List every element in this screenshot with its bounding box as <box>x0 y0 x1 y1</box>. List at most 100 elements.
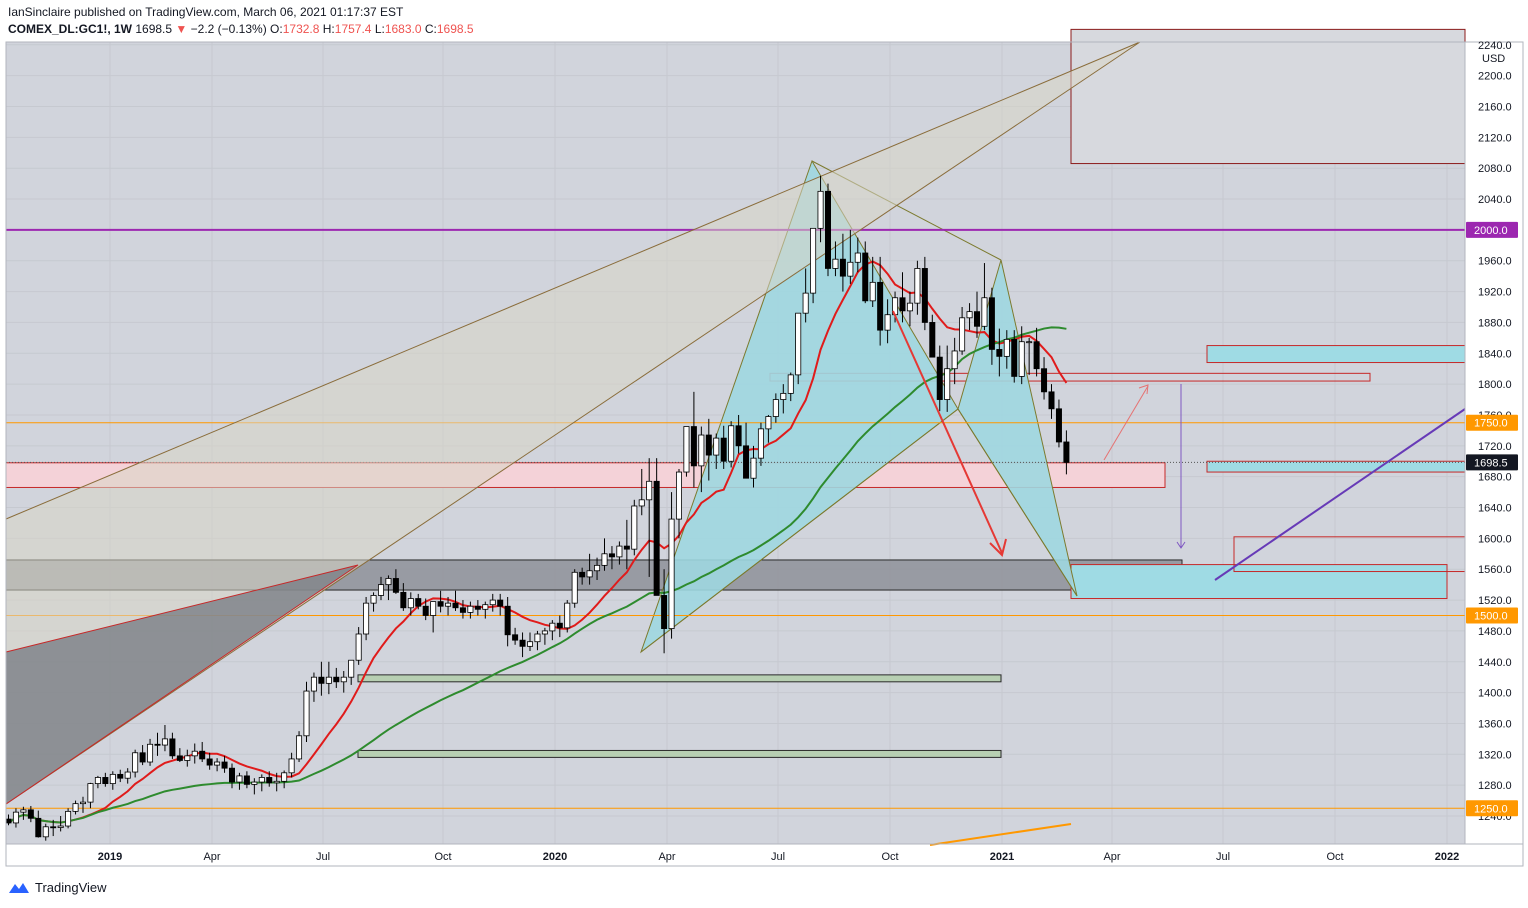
candle-body <box>631 505 638 550</box>
candle-body <box>705 434 712 456</box>
price-label-bg <box>1466 221 1518 238</box>
candle-body <box>668 518 675 629</box>
candle-body <box>981 297 988 327</box>
candle-body <box>281 772 288 782</box>
candle-body <box>370 595 377 604</box>
candle-body <box>214 761 221 766</box>
candle-body <box>35 817 42 838</box>
candle-body <box>519 639 526 647</box>
close-value: 1698.5 <box>436 22 474 36</box>
candle-body <box>310 676 317 692</box>
candle-body <box>802 292 809 314</box>
trend-lines <box>5 41 1466 846</box>
price-labels: 2000.0 1750.0 1698.5 1500.0 1250.0 <box>1466 221 1518 817</box>
price-tick-label: 1520.0 <box>1478 595 1512 607</box>
candle-body <box>318 676 325 684</box>
candle-body <box>251 781 258 785</box>
candle-body <box>988 297 995 350</box>
price-tick-label: 1720.0 <box>1478 441 1512 453</box>
publish-line: IanSinclaire published on TradingView.co… <box>8 5 404 19</box>
purple-down-arrowhead <box>1176 541 1186 549</box>
time-tick-label: Jul <box>771 851 785 863</box>
red-down-arrowhead <box>989 538 1007 557</box>
candle-body <box>877 281 884 331</box>
candle-body <box>936 356 943 400</box>
candle-body <box>847 261 854 277</box>
candle-body <box>65 810 72 827</box>
candle-body <box>296 735 303 760</box>
price-label-bg <box>1466 454 1518 471</box>
price-tick-label: 2080.0 <box>1478 163 1512 175</box>
candle-body <box>1011 338 1018 377</box>
zone-green-2 <box>357 749 1002 758</box>
candle-body <box>72 803 79 812</box>
projection-arrows <box>892 310 1186 557</box>
tradingview-brand[interactable]: TradingView <box>35 880 107 895</box>
price-tick-label: 1280.0 <box>1478 780 1512 792</box>
candle-body <box>497 599 504 607</box>
candle-body <box>698 434 705 467</box>
candle-body <box>333 676 340 683</box>
candle-body <box>653 480 660 596</box>
price-tick-label: 1840.0 <box>1478 348 1512 360</box>
pattern-bd <box>957 408 1078 597</box>
candle-body <box>407 598 414 609</box>
candle-body <box>258 777 265 783</box>
price-tick-label: 2200.0 <box>1478 71 1512 83</box>
wedge-lower <box>5 41 1141 805</box>
candle-body <box>646 480 653 501</box>
time-tick-label: Apr <box>203 851 220 863</box>
zone-green-1 <box>357 674 1002 683</box>
candle-body <box>787 374 794 394</box>
candle-body <box>534 633 541 643</box>
candle-body <box>288 758 295 774</box>
price-tick-label: 2120.0 <box>1478 132 1512 144</box>
candle-body <box>676 471 683 520</box>
candle-body <box>348 659 355 678</box>
candle-body <box>1048 391 1055 410</box>
red-down-arrow <box>892 310 1003 554</box>
candle-body <box>42 826 49 838</box>
price-label-text: 2000.0 <box>1474 225 1508 237</box>
time-tick-label: 2021 <box>990 851 1014 863</box>
candle-body <box>80 801 87 805</box>
candle-body <box>616 545 623 558</box>
candle-body <box>1063 441 1070 463</box>
zone-target <box>1070 564 1448 600</box>
open-value: 1732.8 <box>282 22 320 36</box>
candle-body <box>996 349 1003 357</box>
price-tick-label: 1480.0 <box>1478 626 1512 638</box>
candle-body <box>914 268 921 304</box>
candle-body <box>951 350 958 370</box>
time-axis[interactable]: 2019 Apr Jul Oct 2020 Apr Jul Oct 2021 Apr Jul Oct 2… <box>98 851 1459 863</box>
time-tick-label: 2022 <box>1435 851 1459 863</box>
candle-body <box>541 630 548 635</box>
candle-body <box>184 755 191 761</box>
candle-body <box>147 743 154 763</box>
high-label: H: <box>322 22 335 36</box>
candle-body <box>385 578 392 586</box>
chart-border <box>5 41 1524 867</box>
ohlc-line: COMEX_DL:GC1!, 1W 1698.5 ▼ −2.2 (−0.13%)… <box>8 21 474 38</box>
price-label-text: 1698.5 <box>1474 457 1508 469</box>
candle-body <box>966 311 973 319</box>
candle-body <box>765 416 772 430</box>
price-tick-label: 1640.0 <box>1478 503 1512 515</box>
price-label-bg <box>1466 414 1518 431</box>
candle-body <box>780 392 787 400</box>
candle-body <box>556 622 563 629</box>
price-tick-label: 1880.0 <box>1478 317 1512 329</box>
chart-header: IanSinclaire published on TradingView.co… <box>8 4 474 38</box>
footer: TradingView <box>8 880 107 895</box>
candle-body <box>869 281 876 302</box>
time-tick-label: Apr <box>1103 851 1120 863</box>
candle-body <box>415 598 422 607</box>
candle-body <box>728 425 735 462</box>
tradingview-logo-icon[interactable] <box>8 881 30 895</box>
candle-body <box>884 314 891 331</box>
candle-body <box>169 738 176 757</box>
candle-body <box>139 752 146 763</box>
price-tick-label: 1600.0 <box>1478 533 1512 545</box>
price-tick-label: 2040.0 <box>1478 194 1512 206</box>
